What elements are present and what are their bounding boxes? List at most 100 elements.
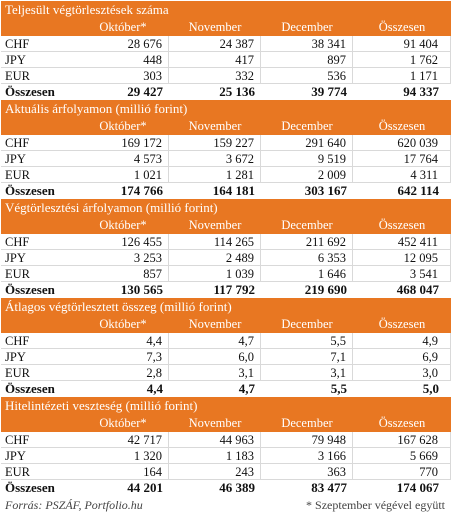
table-cell: 3,0 [353,365,451,380]
row-label: CHF [5,433,30,447]
column-header: Összesen [378,416,426,430]
column-header: December [281,119,333,133]
total-row: Összesen 130 565 117 792 219 690 468 047 [1,282,451,298]
table-cell: 167 628 [353,432,451,447]
row-label: Összesen [5,282,55,297]
table-cell: 448 [77,52,169,67]
table-cell: 164 [77,464,169,479]
table-cell: 211 692 [261,234,353,249]
total-row: Összesen 174 766 164 181 303 167 642 114 [1,183,451,199]
column-header: December [281,317,333,331]
column-header: November [188,317,242,331]
column-header-empty [1,415,77,432]
column-header: Összesen [378,218,426,232]
table-row: CHF 42 717 44 963 79 948 167 628 [1,432,451,448]
table-cell: 536 [261,68,353,83]
table-row: JPY 4 573 3 672 9 519 17 764 [1,151,451,167]
table-cell: 897 [261,52,353,67]
column-header: December [281,20,333,34]
table-cell: 164 181 [212,183,255,198]
table-row: JPY 3 253 2 489 6 353 12 095 [1,250,451,266]
section-title: Hitelintézeti veszteség (millió forint) [1,397,451,415]
table-cell: 3 541 [353,266,451,281]
table-cell: 5,5 [261,333,353,348]
table-cell: 1 646 [261,266,353,281]
row-label: EUR [5,69,30,83]
table-row: CHF 4,4 4,7 5,5 4,9 [1,333,451,349]
table-cell: 5,0 [422,381,439,396]
footer: Forrás: PSZÁF, Portfolio.hu * Szeptember… [1,496,451,514]
table-cell: 7,1 [261,349,353,364]
table-cell: 42 717 [77,432,169,447]
table-cell: 363 [261,464,353,479]
table-cell: 452 411 [353,234,451,249]
table-cell: 4,7 [238,381,255,396]
row-label: JPY [5,53,26,67]
table-cell: 38 341 [261,36,353,51]
table-row: CHF 126 455 114 265 211 692 452 411 [1,234,451,250]
table-cell: 620 039 [353,135,451,150]
table-cell: 243 [169,464,261,479]
table-cell: 4 311 [353,167,451,182]
table-cell: 91 404 [353,36,451,51]
table-section: Átlagos végtörlesztett összeg (millió fo… [1,298,451,397]
table-row: JPY 7,3 6,0 7,1 6,9 [1,349,451,365]
table-cell: 28 676 [77,36,169,51]
row-label: JPY [5,152,26,166]
row-label: JPY [5,350,26,364]
table-cell: 1 281 [169,167,261,182]
row-label: Összesen [5,84,55,99]
column-header-row: Október* November December Összesen [1,316,451,333]
table-section: Teljesült végtörlesztések száma Október* N… [1,1,451,100]
table-cell: 79 948 [261,432,353,447]
table-cell: 1 320 [77,448,169,463]
section-title: Átlagos végtörlesztett összeg (millió fo… [1,298,451,316]
column-header: November [188,119,242,133]
row-label: EUR [5,168,30,182]
table-cell: 12 095 [353,250,451,265]
table-cell: 29 427 [127,84,163,99]
section-title: Aktuális árfolyamon (millió forint) [1,100,451,118]
table-row: EUR 2,8 3,1 3,1 3,0 [1,365,451,381]
table-cell: 159 227 [169,135,261,150]
table-cell: 1 021 [77,167,169,182]
row-label: CHF [5,334,30,348]
row-label: JPY [5,251,26,265]
table-cell: 1 183 [169,448,261,463]
section-title: Teljesült végtörlesztések száma [1,1,451,19]
section-title: Végtörlesztési árfolyamon (millió forint… [1,199,451,217]
table-row: EUR 303 332 536 1 171 [1,68,451,84]
table-cell: 6 353 [261,250,353,265]
table-row: EUR 857 1 039 1 646 3 541 [1,266,451,282]
row-label: EUR [5,465,30,479]
table-cell: 46 389 [219,480,255,495]
table-row: EUR 1 021 1 281 2 009 4 311 [1,167,451,183]
table-cell: 3 253 [77,250,169,265]
column-header: Október* [99,119,147,133]
column-header: November [188,416,242,430]
column-header: December [281,416,333,430]
table-cell: 219 690 [304,282,347,297]
footer-note: * Szeptember végével együtt [306,498,445,512]
column-header: Október* [99,317,147,331]
table-cell: 9 519 [261,151,353,166]
row-label: JPY [5,449,26,463]
sections-container: Teljesült végtörlesztések száma Október* N… [1,1,451,496]
table-cell: 25 136 [219,84,255,99]
table-cell: 303 [77,68,169,83]
table-cell: 83 477 [311,480,347,495]
table-cell: 468 047 [396,282,439,297]
row-label: CHF [5,235,30,249]
table-cell: 642 114 [397,183,439,198]
total-row: Összesen 44 201 46 389 83 477 174 067 [1,480,451,496]
table-cell: 2 009 [261,167,353,182]
table-cell: 117 792 [213,282,255,297]
table-cell: 332 [169,68,261,83]
column-header-empty [1,217,77,234]
row-label: EUR [5,267,30,281]
table-cell: 17 764 [353,151,451,166]
footer-source: Forrás: PSZÁF, Portfolio.hu [5,498,143,512]
table-cell: 1 039 [169,266,261,281]
table-cell: 169 172 [77,135,169,150]
